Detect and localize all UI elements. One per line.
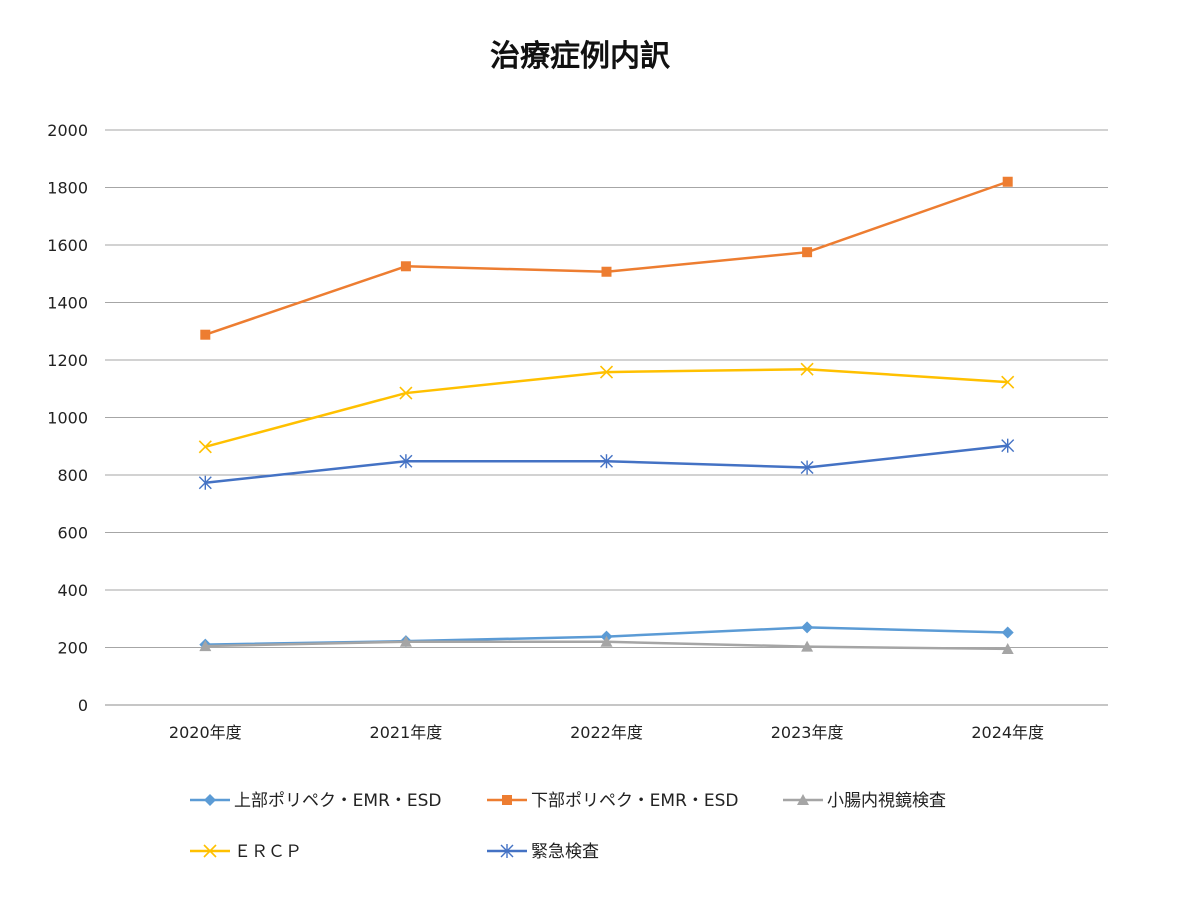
y-tick-label: 2000	[47, 121, 88, 140]
chart-title: 治療症例内訳	[490, 39, 671, 74]
y-tick-label: 800	[57, 466, 88, 485]
legend-label: 下部ポリペク・EMR・ESD	[531, 791, 739, 811]
y-tick-label: 200	[57, 639, 88, 658]
series-layer	[198, 176, 1015, 654]
data-point	[1002, 176, 1013, 187]
data-point	[802, 247, 813, 258]
data-point	[601, 266, 612, 277]
legend-item: 上部ポリペク・EMR・ESD	[190, 791, 442, 811]
legend-item: 緊急検査	[487, 842, 599, 862]
x-axis-ticks: 2020年度 2021年度 2022年度 2023年度 2024年度	[169, 723, 1044, 742]
series-2	[200, 176, 1013, 340]
gridlines	[105, 129, 1108, 706]
data-point	[399, 454, 413, 469]
data-point	[198, 440, 212, 454]
data-point	[1001, 438, 1015, 453]
legend-item: 下部ポリペク・EMR・ESD	[487, 791, 739, 811]
data-point	[1001, 375, 1015, 389]
legend-label: 上部ポリペク・EMR・ESD	[234, 791, 442, 811]
data-point	[399, 386, 413, 400]
x-tick-label: 2022年度	[570, 723, 643, 742]
series-line	[204, 367, 1008, 449]
data-point	[1001, 626, 1014, 639]
x-tick-label: 2021年度	[370, 723, 443, 742]
legend-marker	[502, 795, 512, 805]
legend-marker	[797, 794, 809, 805]
x-tick-label: 2020年度	[169, 723, 242, 742]
legend-marker	[203, 844, 217, 858]
data-point	[800, 460, 814, 475]
data-point	[600, 635, 613, 647]
y-tick-label: 1600	[47, 236, 88, 255]
data-point	[198, 475, 212, 490]
y-tick-label: 400	[57, 581, 88, 600]
legend-item: 小腸内視鏡検査	[783, 791, 946, 811]
legend-item: ＥＲＣＰ	[190, 842, 302, 862]
series-5	[198, 438, 1015, 490]
data-point	[599, 365, 614, 379]
series-line	[204, 180, 1009, 336]
legend-label: 緊急検査	[531, 842, 599, 862]
y-tick-label: 1400	[47, 294, 88, 313]
legend-marker	[500, 844, 514, 858]
data-point	[400, 261, 411, 272]
data-point	[600, 454, 613, 469]
data-point	[200, 329, 211, 340]
legend: 上部ポリペク・EMR・ESD 下部ポリペク・EMR・ESD 小腸内視鏡検査 ＥＲＣＰ 緊…	[190, 791, 946, 862]
legend-marker	[204, 794, 216, 806]
y-tick-label: 1200	[47, 351, 88, 370]
data-point	[801, 621, 814, 634]
y-tick-label: 1800	[47, 179, 88, 198]
legend-label: ＥＲＣＰ	[234, 842, 302, 862]
data-point	[800, 362, 814, 376]
data-point	[199, 640, 212, 652]
x-tick-label: 2024年度	[971, 723, 1044, 742]
series-4	[198, 362, 1015, 454]
y-axis-ticks: 0 200 400 600 800 1000 1200 1400 1600 1800 2000	[47, 121, 88, 715]
y-tick-label: 0	[78, 696, 88, 715]
y-tick-label: 600	[57, 524, 88, 543]
series-3	[199, 635, 1014, 654]
x-tick-label: 2023年度	[771, 723, 844, 742]
y-tick-label: 1000	[47, 409, 88, 428]
legend-label: 小腸内視鏡検査	[827, 791, 946, 811]
data-point	[399, 635, 412, 647]
data-point	[1001, 642, 1014, 654]
data-point	[801, 640, 814, 652]
